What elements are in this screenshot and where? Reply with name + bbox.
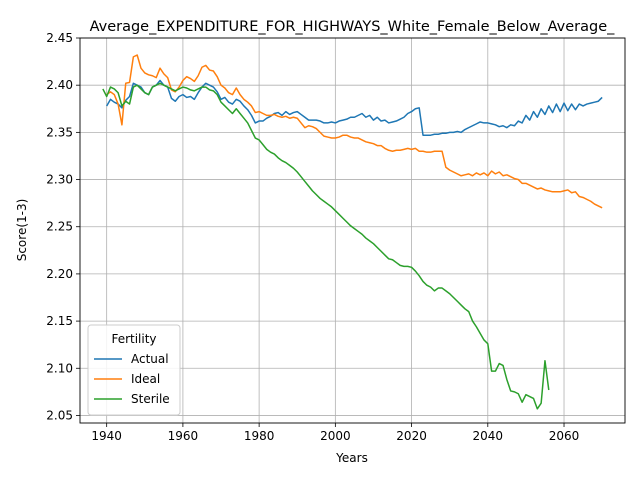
y-tick-label: 2.15 xyxy=(46,314,73,328)
y-axis-label: Score(1-3) xyxy=(15,199,29,262)
series-line-ideal xyxy=(106,54,603,209)
series-layer xyxy=(102,54,603,410)
y-tick-label: 2.45 xyxy=(46,31,73,45)
x-axis-label: Years xyxy=(335,451,368,465)
series-line-sterile xyxy=(102,82,550,410)
legend-label-actual: Actual xyxy=(131,352,169,366)
legend-box xyxy=(87,324,181,416)
legend-title: Fertility xyxy=(111,332,156,346)
series-line-actual xyxy=(106,79,603,136)
y-tick-label: 2.25 xyxy=(46,220,73,234)
legend-items: Actual Ideal Sterile xyxy=(94,352,170,406)
x-tick-label: 2000 xyxy=(320,429,351,443)
y-tick-label: 2.40 xyxy=(46,78,73,92)
x-tick-label: 2040 xyxy=(473,429,504,443)
legend: Fertility Actual Ideal Sterile xyxy=(87,324,181,416)
x-tick-label: 1980 xyxy=(244,429,275,443)
x-tick-label: 1940 xyxy=(91,429,122,443)
legend-label-ideal: Ideal xyxy=(131,372,160,386)
y-tick-label: 2.30 xyxy=(46,173,73,187)
x-tick-label: 2060 xyxy=(549,429,580,443)
x-axis-ticks: 1940 1960 1980 2000 2020 2040 2060 xyxy=(91,423,579,443)
y-tick-label: 2.20 xyxy=(46,267,73,281)
x-tick-label: 1960 xyxy=(168,429,199,443)
y-tick-label: 2.35 xyxy=(46,125,73,139)
legend-label-sterile: Sterile xyxy=(131,392,170,406)
y-tick-label: 2.10 xyxy=(46,361,73,375)
x-tick-label: 2020 xyxy=(396,429,427,443)
chart-title: Average_EXPENDITURE_FOR_HIGHWAYS_White_F… xyxy=(90,19,616,35)
y-axis-ticks: 2.05 2.10 2.15 2.20 2.25 2.30 2.35 2.40 2.45 xyxy=(46,31,80,422)
y-tick-label: 2.05 xyxy=(46,408,73,422)
plot-area-frame xyxy=(79,37,626,424)
